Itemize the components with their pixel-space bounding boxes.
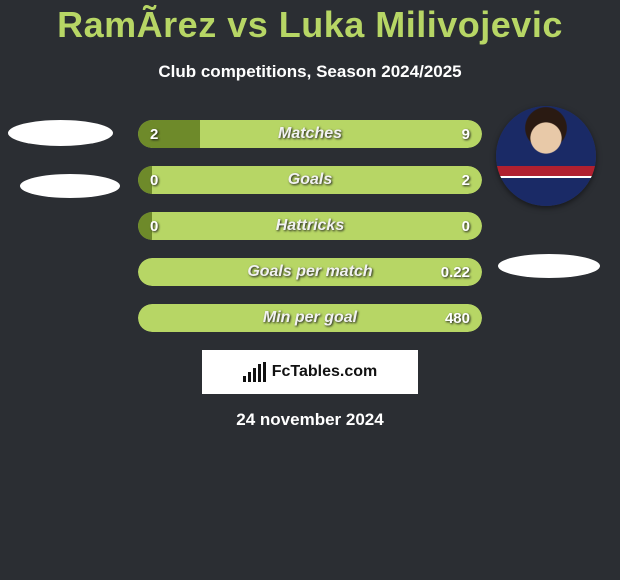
stat-bar-bg <box>138 258 482 286</box>
decor-ellipse <box>498 254 600 278</box>
player-photo-right <box>496 106 596 206</box>
stat-right-value: 2 <box>462 166 470 194</box>
stat-row: 0Goals2 <box>138 166 482 194</box>
stat-right-value: 0 <box>462 212 470 240</box>
comparison-title: RamÃ­rez vs Luka Milivojevic <box>0 4 620 46</box>
stat-bar-left-fill <box>138 120 200 148</box>
stat-right-value: 480 <box>445 304 470 332</box>
stat-bar-bg <box>138 166 482 194</box>
brand-bars-icon <box>243 362 266 382</box>
stat-left-value: 0 <box>150 212 158 240</box>
stat-row: 0Hattricks0 <box>138 212 482 240</box>
stat-row: Goals per match0.22 <box>138 258 482 286</box>
decor-ellipse <box>8 120 113 146</box>
brand-text: FcTables.com <box>272 363 378 381</box>
stat-row: 2Matches9 <box>138 120 482 148</box>
stat-bar-bg <box>138 212 482 240</box>
stats-area: 2Matches9 0Goals2 0Hattricks0 Goals per mat… <box>0 120 620 332</box>
stat-right-value: 0.22 <box>441 258 470 286</box>
stat-left-value: 2 <box>150 120 158 148</box>
stat-left-value: 0 <box>150 166 158 194</box>
comparison-subtitle: Club competitions, Season 2024/2025 <box>0 62 620 82</box>
brand-card: FcTables.com <box>202 350 418 394</box>
decor-ellipse <box>20 174 120 198</box>
stat-row: Min per goal480 <box>138 304 482 332</box>
stat-bar-bg <box>138 304 482 332</box>
snapshot-date: 24 november 2024 <box>0 410 620 430</box>
stat-right-value: 9 <box>462 120 470 148</box>
